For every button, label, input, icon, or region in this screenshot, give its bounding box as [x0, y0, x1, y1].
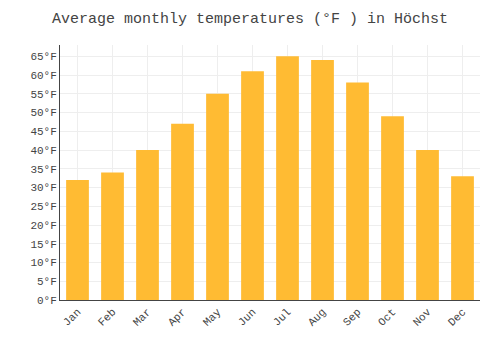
svg-text:65°F: 65°F	[30, 51, 56, 63]
svg-text:Aug: Aug	[306, 306, 328, 328]
svg-text:50°F: 50°F	[30, 107, 56, 119]
svg-text:Average monthly temperatures (: Average monthly temperatures (°F ) in Hö…	[52, 11, 448, 28]
svg-text:60°F: 60°F	[30, 70, 56, 82]
svg-text:5°F: 5°F	[37, 276, 57, 288]
svg-text:25°F: 25°F	[30, 201, 56, 213]
svg-text:Jul: Jul	[271, 306, 293, 328]
svg-text:10°F: 10°F	[30, 257, 56, 269]
svg-text:35°F: 35°F	[30, 164, 56, 176]
svg-text:Feb: Feb	[96, 306, 118, 328]
svg-text:15°F: 15°F	[30, 239, 56, 251]
svg-text:Sep: Sep	[341, 306, 363, 328]
svg-text:Oct: Oct	[376, 306, 398, 328]
svg-text:May: May	[201, 306, 224, 329]
svg-text:Dec: Dec	[446, 306, 468, 328]
svg-text:30°F: 30°F	[30, 182, 56, 194]
svg-text:Nov: Nov	[411, 306, 434, 329]
svg-text:Apr: Apr	[166, 306, 188, 328]
svg-text:20°F: 20°F	[30, 220, 56, 232]
svg-text:45°F: 45°F	[30, 126, 56, 138]
svg-text:Jun: Jun	[236, 306, 258, 328]
svg-text:Mar: Mar	[131, 306, 153, 328]
svg-text:40°F: 40°F	[30, 145, 56, 157]
svg-text:0°F: 0°F	[37, 295, 57, 307]
svg-text:55°F: 55°F	[30, 89, 56, 101]
svg-text:Jan: Jan	[61, 306, 83, 328]
